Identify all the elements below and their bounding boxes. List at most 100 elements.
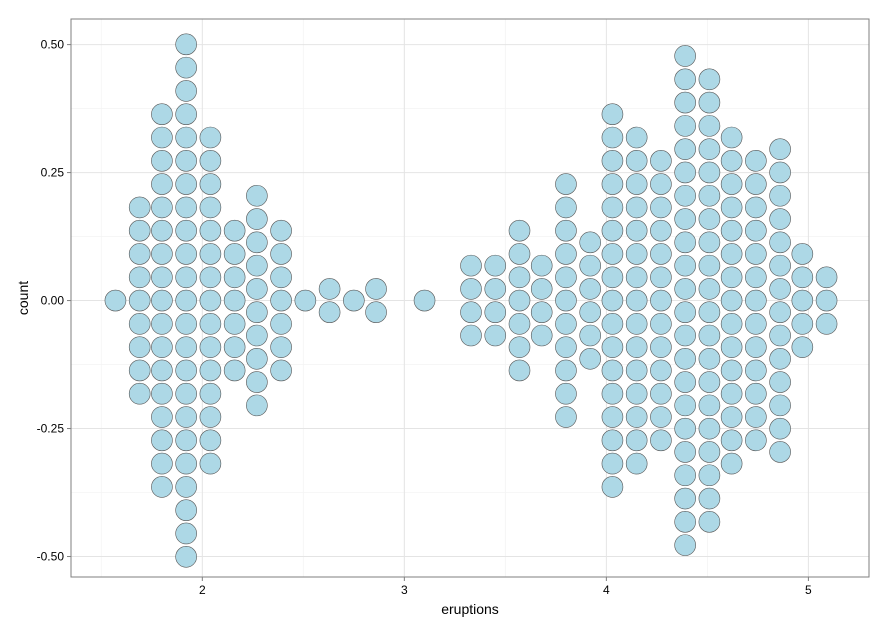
data-dot (769, 231, 791, 254)
data-dot (175, 266, 197, 289)
data-dot (601, 289, 624, 312)
data-dot (769, 161, 791, 184)
data-dot (625, 359, 648, 382)
data-dot (199, 406, 222, 428)
data-dot (270, 289, 292, 312)
data-dot (246, 301, 268, 324)
dot-stacks (104, 33, 838, 568)
data-dot (698, 511, 721, 533)
data-dot (720, 406, 743, 428)
data-dot (815, 313, 838, 335)
data-dot (199, 452, 222, 475)
data-dot (460, 278, 482, 300)
data-dot (484, 278, 507, 300)
data-dot (579, 231, 602, 254)
data-dot (555, 406, 577, 428)
data-dot (199, 196, 222, 219)
data-dot (199, 289, 222, 312)
data-dot (674, 161, 696, 184)
data-dot (769, 417, 791, 440)
data-dot (508, 219, 531, 242)
data-dot (151, 103, 173, 126)
data-dot (175, 80, 197, 102)
data-dot (223, 266, 246, 289)
data-dot (674, 208, 696, 230)
data-dot (698, 371, 721, 393)
data-dot (270, 266, 292, 289)
data-dot (151, 313, 173, 335)
data-dot (650, 336, 672, 358)
data-dot (720, 289, 743, 312)
data-dot (555, 219, 577, 242)
data-dot (530, 301, 553, 324)
data-dot (698, 417, 721, 440)
data-dot (650, 359, 672, 382)
data-dot (175, 522, 197, 545)
data-dot (601, 429, 624, 452)
data-dot (769, 394, 791, 417)
data-dot (175, 452, 197, 475)
data-dot (791, 289, 814, 312)
data-dot (625, 150, 648, 172)
data-dot (270, 359, 292, 382)
data-dot (601, 126, 624, 149)
data-dot (769, 208, 791, 230)
data-dot (698, 161, 721, 184)
data-dot (815, 266, 838, 289)
data-dot (508, 313, 531, 335)
data-dot (151, 266, 173, 289)
data-dot (246, 208, 268, 230)
data-dot (601, 103, 624, 126)
data-dot (720, 313, 743, 335)
data-dot (175, 545, 197, 568)
data-dot (199, 359, 222, 382)
data-dot (199, 336, 222, 358)
data-dot (769, 347, 791, 370)
data-dot (151, 476, 173, 498)
data-dot (175, 103, 197, 126)
data-dot (720, 173, 743, 195)
data-dot (175, 33, 197, 56)
data-dot (508, 289, 531, 312)
data-dot (791, 313, 814, 335)
data-dot (484, 324, 507, 347)
data-dot (151, 406, 173, 428)
data-dot (128, 313, 151, 335)
data-dot (674, 511, 696, 533)
data-dot (650, 196, 672, 219)
data-dot (791, 336, 814, 358)
data-dot (128, 382, 151, 405)
data-dot (128, 359, 151, 382)
data-dot (151, 452, 173, 475)
data-dot (579, 278, 602, 300)
data-dot (698, 184, 721, 207)
data-dot (601, 406, 624, 428)
data-dot (246, 278, 268, 300)
data-dot (674, 45, 696, 67)
data-dot (223, 336, 246, 358)
data-dot (199, 243, 222, 265)
data-dot (199, 173, 222, 195)
data-dot (745, 382, 767, 405)
data-dot (601, 382, 624, 405)
data-dot (508, 266, 531, 289)
data-dot (199, 429, 222, 452)
data-dot (175, 150, 197, 172)
y-axis-title: count (15, 281, 31, 315)
data-dot (674, 324, 696, 347)
data-dot (698, 278, 721, 300)
data-dot (151, 359, 173, 382)
data-dot (625, 452, 648, 475)
data-dot (460, 301, 482, 324)
data-dot (413, 289, 436, 312)
data-dot (223, 313, 246, 335)
data-dot (246, 347, 268, 370)
data-dot (698, 231, 721, 254)
data-dot (151, 173, 173, 195)
data-dot (720, 150, 743, 172)
data-dot (745, 196, 767, 219)
data-dot (175, 499, 197, 521)
data-dot (674, 371, 696, 393)
data-dot (720, 219, 743, 242)
data-dot (791, 243, 814, 265)
